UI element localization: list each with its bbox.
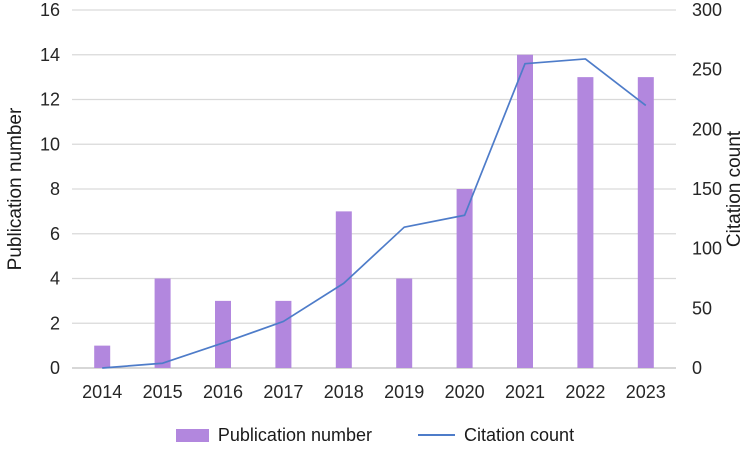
bar-2021 — [517, 54, 533, 368]
right-axis-tick-50: 50 — [692, 298, 712, 318]
left-axis-tick-12: 12 — [40, 90, 60, 110]
right-axis-tick-200: 200 — [692, 119, 722, 139]
left-axis-tick-10: 10 — [40, 134, 60, 154]
legend: Publication number Citation count — [0, 421, 750, 449]
bar-2020 — [456, 189, 473, 368]
x-axis-tick-2015: 2015 — [143, 382, 183, 402]
left-axis-title: Publication number — [5, 107, 26, 271]
legend-label-publication-number: Publication number — [217, 424, 372, 445]
x-axis-tick-2023: 2023 — [626, 382, 666, 402]
x-axis-tick-2017: 2017 — [263, 382, 303, 402]
right-axis-tick-0: 0 — [692, 358, 702, 378]
left-axis-tick-2: 2 — [50, 313, 60, 333]
bar-2016 — [215, 300, 231, 368]
citation-count-line — [102, 58, 647, 369]
legend-item-citation-count: Citation count — [418, 425, 574, 446]
legend-item-publication-number: Publication number — [175, 424, 372, 446]
x-axis-tick-2022: 2022 — [565, 382, 605, 402]
bar-2019 — [396, 278, 413, 368]
x-axis-tick-2014: 2014 — [82, 382, 122, 402]
x-axis-tick-2018: 2018 — [324, 382, 364, 402]
bar-swatch-icon — [175, 428, 209, 442]
bar-2018 — [335, 211, 352, 368]
right-axis-tick-250: 250 — [692, 60, 722, 80]
legend-label-citation-count: Citation count — [464, 424, 575, 445]
x-axis-tick-2019: 2019 — [384, 382, 424, 402]
left-axis-tick-4: 4 — [50, 269, 60, 289]
right-axis-tick-150: 150 — [692, 179, 722, 199]
right-axis-tick-300: 300 — [692, 0, 722, 20]
x-axis-tick-2016: 2016 — [203, 382, 243, 402]
bar-2014 — [94, 345, 111, 368]
right-axis-tick-100: 100 — [692, 239, 722, 259]
x-axis-tick-2021: 2021 — [505, 382, 545, 402]
left-axis-tick-14: 14 — [40, 45, 60, 65]
left-axis-tick-6: 6 — [50, 224, 60, 244]
left-axis-tick-8: 8 — [50, 179, 60, 199]
bar-2022 — [577, 77, 594, 368]
bar-2017 — [275, 300, 292, 368]
bar-2015 — [154, 278, 171, 368]
left-axis-tick-0: 0 — [50, 358, 60, 378]
left-axis-tick-16: 16 — [40, 0, 60, 20]
line-swatch-icon — [418, 434, 455, 436]
bar-2023 — [637, 77, 654, 368]
x-axis-tick-2020: 2020 — [445, 382, 485, 402]
right-axis-title: Citation count — [724, 130, 745, 248]
